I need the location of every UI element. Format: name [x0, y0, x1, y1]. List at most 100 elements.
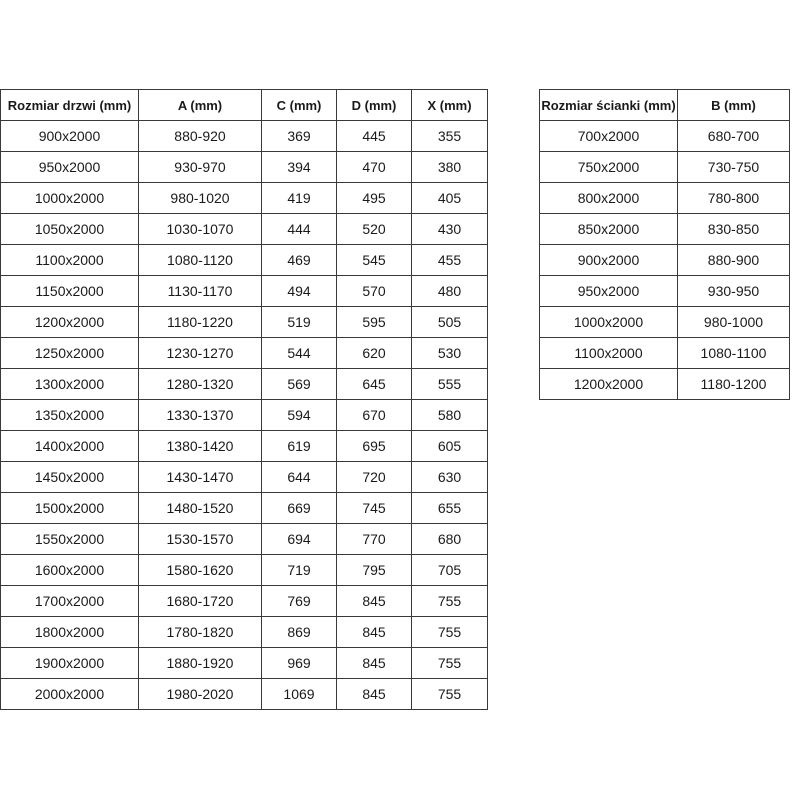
table-cell: 569 [261, 368, 337, 400]
header-row: Rozmiar ścianki (mm) B (mm) [539, 89, 790, 121]
table-cell: 1600x2000 [0, 554, 139, 586]
table-cell: 755 [411, 585, 488, 617]
table-cell: 594 [261, 399, 337, 431]
table-cell: 680 [411, 523, 488, 555]
table-row: 1250x2000 1230-1270 544 620 530 [0, 337, 488, 369]
table-cell: 980-1000 [677, 306, 790, 338]
table-cell: 845 [336, 585, 412, 617]
table-row: 2000x2000 1980-2020 1069 845 755 [0, 678, 488, 710]
table-row: 800x2000 780-800 [539, 182, 790, 214]
table-cell: 755 [411, 616, 488, 648]
table-cell: 455 [411, 244, 488, 276]
table-row: 1350x2000 1330-1370 594 670 580 [0, 399, 488, 431]
table-cell: 755 [411, 647, 488, 679]
table-cell: 769 [261, 585, 337, 617]
table-cell: 469 [261, 244, 337, 276]
table-cell: 1080-1100 [677, 337, 790, 369]
table-cell: 845 [336, 616, 412, 648]
table-row: 1000x2000 980-1000 [539, 306, 790, 338]
table-cell: 700x2000 [539, 120, 678, 152]
table-row: 1500x2000 1480-1520 669 745 655 [0, 492, 488, 524]
table-cell: 555 [411, 368, 488, 400]
table-cell: 519 [261, 306, 337, 338]
table-cell: 1880-1920 [138, 647, 262, 679]
table-cell: 1700x2000 [0, 585, 139, 617]
table-cell: 1680-1720 [138, 585, 262, 617]
table-cell: 505 [411, 306, 488, 338]
table-cell: 1200x2000 [0, 306, 139, 338]
table-cell: 830-850 [677, 213, 790, 245]
table-cell: 1180-1200 [677, 368, 790, 400]
table-cell: 880-920 [138, 120, 262, 152]
table-cell: 630 [411, 461, 488, 493]
table-row: 1300x2000 1280-1320 569 645 555 [0, 368, 488, 400]
table-cell: 655 [411, 492, 488, 524]
table-row: 1200x2000 1180-1220 519 595 505 [0, 306, 488, 338]
table-cell: 605 [411, 430, 488, 462]
column-header: C (mm) [261, 89, 337, 121]
table-cell: 1580-1620 [138, 554, 262, 586]
table-cell: 755 [411, 678, 488, 710]
column-header: A (mm) [138, 89, 262, 121]
table-cell: 1980-2020 [138, 678, 262, 710]
table-cell: 980-1020 [138, 182, 262, 214]
table-cell: 380 [411, 151, 488, 183]
table-cell: 2000x2000 [0, 678, 139, 710]
table-cell: 1900x2000 [0, 647, 139, 679]
table-cell: 355 [411, 120, 488, 152]
table-cell: 444 [261, 213, 337, 245]
table-cell: 405 [411, 182, 488, 214]
table-cell: 1800x2000 [0, 616, 139, 648]
table-cell: 1450x2000 [0, 461, 139, 493]
table-row: 1050x2000 1030-1070 444 520 430 [0, 213, 488, 245]
table-cell: 544 [261, 337, 337, 369]
table-row: 1450x2000 1430-1470 644 720 630 [0, 461, 488, 493]
table-row: 1150x2000 1130-1170 494 570 480 [0, 275, 488, 307]
table-cell: 1130-1170 [138, 275, 262, 307]
table-row: 900x2000 880-900 [539, 244, 790, 276]
table-cell: 1550x2000 [0, 523, 139, 555]
table-cell: 570 [336, 275, 412, 307]
table-row: 1200x2000 1180-1200 [539, 368, 790, 400]
table-cell: 419 [261, 182, 337, 214]
table-row: 1400x2000 1380-1420 619 695 605 [0, 430, 488, 462]
table-cell: 1000x2000 [0, 182, 139, 214]
table-cell: 694 [261, 523, 337, 555]
table-cell: 1069 [261, 678, 337, 710]
table-cell: 445 [336, 120, 412, 152]
table-cell: 394 [261, 151, 337, 183]
table-cell: 1200x2000 [539, 368, 678, 400]
table-cell: 780-800 [677, 182, 790, 214]
table-cell: 845 [336, 647, 412, 679]
table-cell: 580 [411, 399, 488, 431]
table-row: 1000x2000 980-1020 419 495 405 [0, 182, 488, 214]
table-cell: 950x2000 [0, 151, 139, 183]
table-cell: 930-950 [677, 275, 790, 307]
table-cell: 494 [261, 275, 337, 307]
table-cell: 1350x2000 [0, 399, 139, 431]
table-row: 1100x2000 1080-1100 [539, 337, 790, 369]
table-cell: 619 [261, 430, 337, 462]
table-cell: 1050x2000 [0, 213, 139, 245]
header-row: Rozmiar drzwi (mm) A (mm) C (mm) D (mm) X (m… [0, 89, 488, 121]
table-cell: 1180-1220 [138, 306, 262, 338]
table-cell: 1080-1120 [138, 244, 262, 276]
column-header: Rozmiar drzwi (mm) [0, 89, 139, 121]
table-cell: 1430-1470 [138, 461, 262, 493]
table-cell: 900x2000 [539, 244, 678, 276]
table-cell: 900x2000 [0, 120, 139, 152]
table-cell: 1030-1070 [138, 213, 262, 245]
table-cell: 1150x2000 [0, 275, 139, 307]
table-row: 850x2000 830-850 [539, 213, 790, 245]
table-cell: 495 [336, 182, 412, 214]
table-cell: 795 [336, 554, 412, 586]
table-cell: 545 [336, 244, 412, 276]
wall-size-table: Rozmiar ścianki (mm) B (mm) 700x2000 680-7… [539, 89, 790, 400]
table-cell: 705 [411, 554, 488, 586]
column-header: D (mm) [336, 89, 412, 121]
table-cell: 1250x2000 [0, 337, 139, 369]
table-cell: 770 [336, 523, 412, 555]
table-row: 700x2000 680-700 [539, 120, 790, 152]
table-cell: 470 [336, 151, 412, 183]
table-cell: 1230-1270 [138, 337, 262, 369]
